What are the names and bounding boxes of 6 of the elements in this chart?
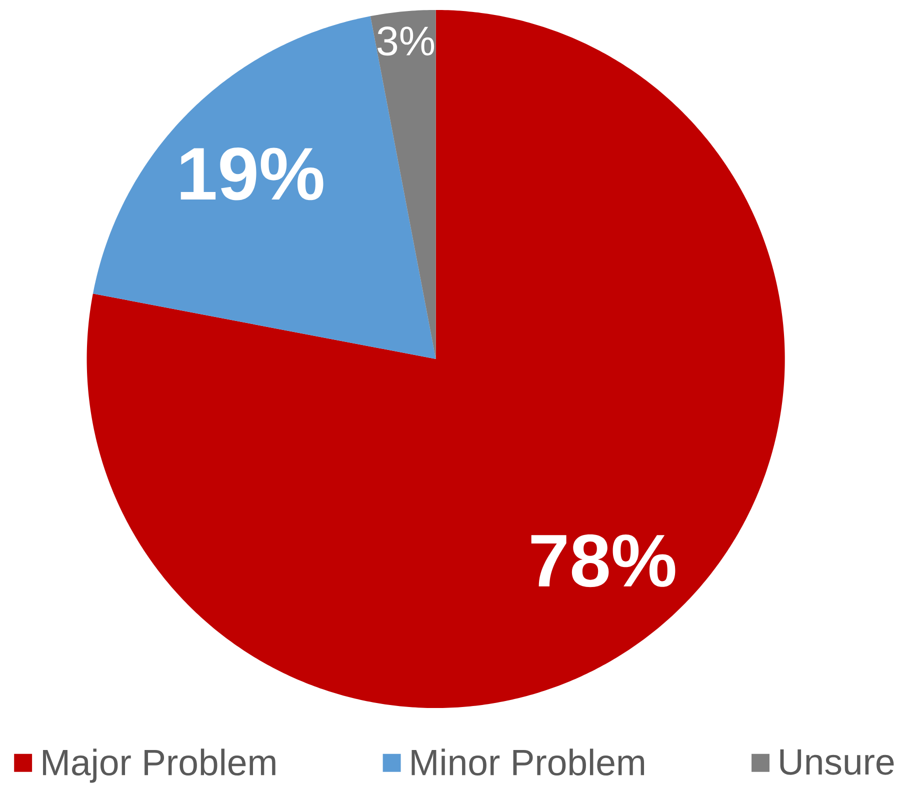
data-label: 19% xyxy=(180,148,324,200)
legend-label: Minor Problem xyxy=(412,748,644,776)
legend-label: Unsure xyxy=(780,749,894,775)
legend-label: Major Problem xyxy=(43,748,276,783)
data-label: 3% xyxy=(378,26,434,56)
data-label: 78% xyxy=(531,534,676,588)
